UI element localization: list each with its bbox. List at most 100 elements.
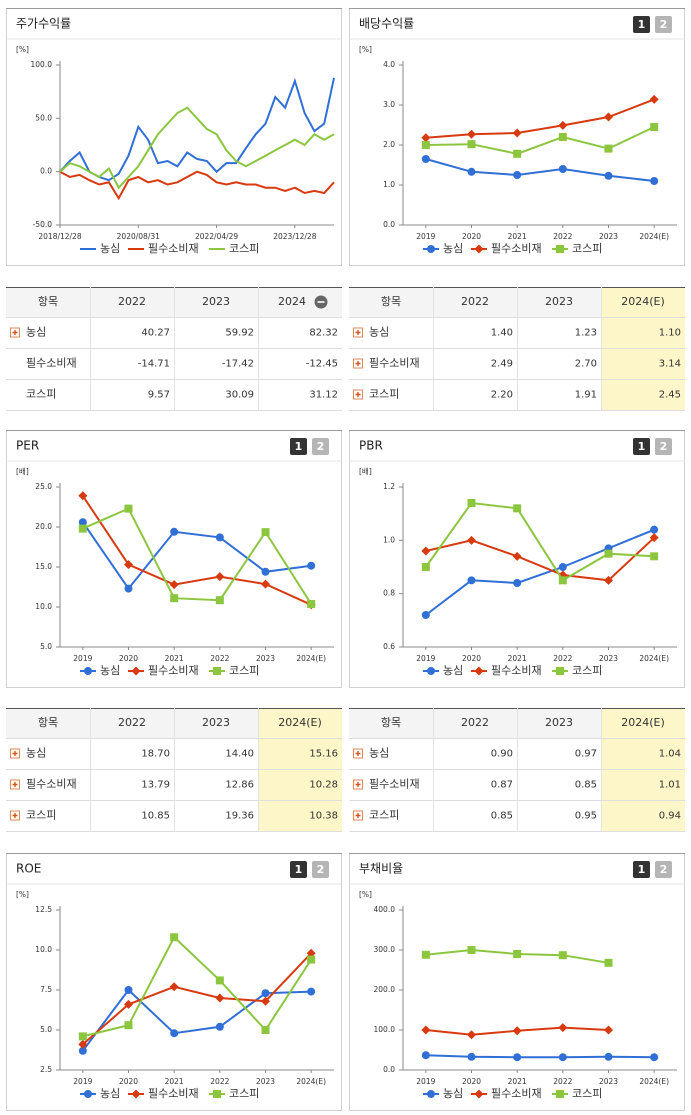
- table-cell: 31.12: [309, 390, 338, 401]
- point: [169, 982, 179, 992]
- table-cell: 0.90: [491, 749, 513, 760]
- legend-marker: [556, 667, 564, 675]
- x-tick-label: 2019: [73, 1077, 92, 1086]
- x-tick-label: 2022: [553, 1077, 572, 1086]
- legend-label: 농심: [100, 242, 120, 255]
- page-button[interactable]: [655, 438, 672, 455]
- legend-label: 코스피: [572, 664, 602, 677]
- legend-label: 필수소비재: [491, 664, 542, 677]
- page-button[interactable]: [655, 861, 672, 878]
- y-tick-label: 20.0: [35, 522, 52, 531]
- page-button[interactable]: [312, 861, 329, 878]
- point: [513, 1053, 522, 1062]
- point: [78, 518, 87, 527]
- legend-label: 필수소비재: [491, 242, 542, 255]
- table-cell: 1.01: [659, 780, 681, 791]
- legend-label: 코스피: [229, 242, 259, 255]
- y-tick-label: 4.0: [383, 60, 395, 69]
- page-button[interactable]: [655, 16, 672, 33]
- panel: [6, 430, 342, 688]
- page-button-label[interactable]: 2: [660, 440, 668, 453]
- table-cell: 10.85: [141, 811, 170, 822]
- page-button-label[interactable]: 2: [660, 863, 668, 876]
- point: [467, 946, 476, 954]
- unit-label: [%]: [16, 890, 29, 899]
- legend-marker: [213, 1090, 221, 1098]
- point: [513, 950, 522, 958]
- expand-icon-plus: [12, 330, 18, 335]
- row-label: 농심: [26, 747, 46, 760]
- y-tick-label: 200.0: [374, 985, 396, 994]
- point: [604, 112, 613, 122]
- page-button[interactable]: [290, 861, 307, 878]
- legend-marker: [474, 244, 484, 254]
- page-button-label[interactable]: 1: [295, 863, 303, 876]
- page-button[interactable]: [290, 438, 307, 455]
- y-tick-label: 12.5: [35, 905, 52, 914]
- expand-icon-plus: [355, 361, 361, 366]
- page-button-label[interactable]: 2: [317, 863, 325, 876]
- y-tick-label: 0.0: [40, 167, 52, 176]
- panel: [6, 853, 342, 1111]
- point: [467, 499, 476, 507]
- table-cell: 19.36: [225, 811, 254, 822]
- point: [215, 993, 225, 1003]
- row-label: 코스피: [26, 388, 56, 401]
- header-cell: 2022: [118, 716, 146, 729]
- x-tick-label: 2023: [599, 654, 618, 663]
- page-button-label[interactable]: 1: [638, 440, 646, 453]
- y-tick-label: -50.0: [33, 220, 53, 229]
- point: [650, 525, 659, 534]
- point: [306, 948, 316, 958]
- point: [421, 1051, 430, 1060]
- table-cell: 1.91: [575, 390, 597, 401]
- x-tick-label: 2020: [462, 1077, 481, 1086]
- series-line: [81, 521, 312, 591]
- page-button-label[interactable]: 1: [638, 863, 646, 876]
- header-cell: 항목: [38, 295, 58, 308]
- table-cell: 2.45: [659, 390, 681, 401]
- x-tick-label: 2021: [508, 654, 527, 663]
- page-button[interactable]: [312, 438, 329, 455]
- legend-label: 농심: [443, 1087, 463, 1100]
- point: [558, 563, 567, 571]
- y-tick-label: 2.5: [40, 1065, 52, 1074]
- x-tick-label: 2024(E): [639, 1077, 669, 1086]
- x-tick-label: 2023: [256, 654, 275, 663]
- page-button-label[interactable]: 1: [638, 18, 646, 31]
- point: [650, 123, 659, 131]
- page-button[interactable]: [633, 861, 650, 878]
- point: [604, 575, 613, 585]
- table-cell: 2.20: [491, 390, 513, 401]
- point: [649, 533, 659, 543]
- x-tick-label: 2024(E): [639, 232, 669, 241]
- row-label: 필수소비재: [26, 778, 77, 791]
- point: [170, 594, 179, 603]
- table-cell: 10.38: [309, 811, 338, 822]
- legend-label: 코스피: [572, 1087, 602, 1100]
- point: [467, 535, 476, 545]
- row-label: 필수소비재: [369, 778, 420, 791]
- page-button[interactable]: [633, 16, 650, 33]
- table-cell: 82.32: [309, 328, 338, 339]
- header-cell: 2024(E): [621, 295, 665, 308]
- point: [558, 165, 567, 173]
- legend-label: 코스피: [572, 242, 602, 255]
- table-cell: 0.97: [575, 749, 597, 760]
- table-cell: 0.85: [491, 811, 513, 822]
- panel: [349, 853, 685, 1111]
- legend-label: 필수소비재: [148, 664, 199, 677]
- table-cell: 1.40: [491, 328, 513, 339]
- row-label: 농심: [369, 326, 389, 339]
- page-button-label[interactable]: 2: [660, 18, 668, 31]
- expand-icon-plus: [12, 813, 18, 818]
- page-button-label[interactable]: 1: [295, 440, 303, 453]
- point: [467, 167, 476, 176]
- point: [78, 1046, 87, 1055]
- legend-marker: [427, 667, 435, 675]
- point: [261, 1026, 270, 1034]
- page-button-label[interactable]: 2: [317, 440, 325, 453]
- point: [604, 1025, 613, 1035]
- legend-label: 코스피: [229, 664, 259, 677]
- page-button[interactable]: [633, 438, 650, 455]
